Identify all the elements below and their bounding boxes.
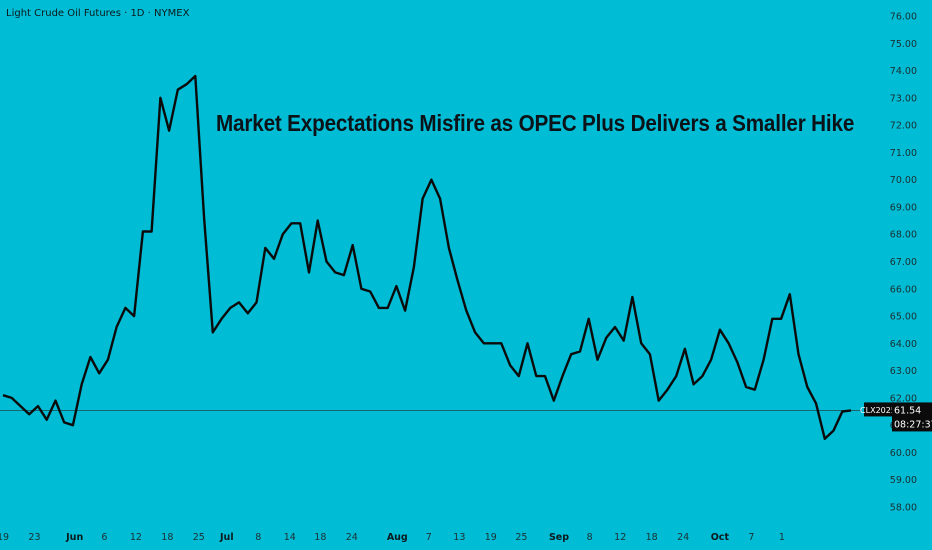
last-price-badge: CLX2025 61.54 08:27:37 [860,402,932,432]
x-tick-label: 24 [677,532,689,543]
x-tick-label: 6 [101,532,107,543]
x-tick-label: 25 [193,532,205,543]
x-tick-label: 13 [453,532,465,543]
x-tick-label: 18 [161,532,173,543]
price-tag [892,402,932,432]
time-axis[interactable]: 1923Jun6121825Jul8141824Aug7131925Sep812… [0,532,785,543]
x-tick-label: 19 [0,532,9,543]
x-tick-label: 18 [314,532,326,543]
x-tick-label: Jun [65,532,83,543]
x-tick-label: Aug [387,532,408,543]
x-tick-label: 23 [28,532,40,543]
x-tick-label: 7 [748,532,754,543]
y-tick-label: 75.00 [890,39,917,50]
price-axis[interactable]: 58.0059.0060.0061.0062.0063.0064.0065.00… [890,12,917,514]
y-tick-label: 71.00 [890,148,917,159]
y-tick-label: 64.00 [890,339,917,350]
x-tick-label: 18 [646,532,658,543]
y-tick-label: 65.00 [890,312,917,323]
y-tick-label: 66.00 [890,284,917,295]
y-tick-label: 58.00 [890,503,917,514]
x-tick-label: 1 [779,532,785,543]
symbol-tag [864,402,892,417]
x-tick-label: 25 [515,532,527,543]
y-tick-label: 70.00 [890,175,917,186]
x-tick-label: Oct [711,532,730,543]
y-tick-label: 67.00 [890,257,917,268]
y-tick-label: 63.00 [890,366,917,377]
x-tick-label: 12 [130,532,142,543]
price-series-line [2,74,852,440]
y-tick-label: 62.00 [890,393,917,404]
x-tick-label: 24 [346,532,358,543]
y-tick-label: 60.00 [890,448,917,459]
y-tick-label: 69.00 [890,202,917,213]
x-tick-label: 8 [587,532,593,543]
symbol-tag-text: CLX2025 [860,406,896,415]
price-tag-text: 61.54 [894,405,921,416]
y-tick-label: 76.00 [890,12,917,23]
y-tick-label: 72.00 [890,121,917,132]
x-tick-label: 8 [255,532,261,543]
x-tick-label: 19 [485,532,497,543]
x-tick-label: 14 [284,532,296,543]
y-tick-label: 59.00 [890,475,917,486]
headline: Market Expectations Misfire as OPEC Plus… [216,110,855,136]
x-tick-label: Sep [549,532,569,543]
symbol-title: Light Crude Oil Futures · 1D · NYMEX [6,8,190,19]
y-tick-label: 68.00 [890,230,917,241]
x-tick-label: 7 [426,532,432,543]
countdown-text: 08:27:37 [894,419,932,430]
y-tick-label: 73.00 [890,93,917,104]
x-tick-label: 12 [614,532,626,543]
x-tick-label: Jul [219,532,234,543]
y-tick-label: 74.00 [890,66,917,77]
